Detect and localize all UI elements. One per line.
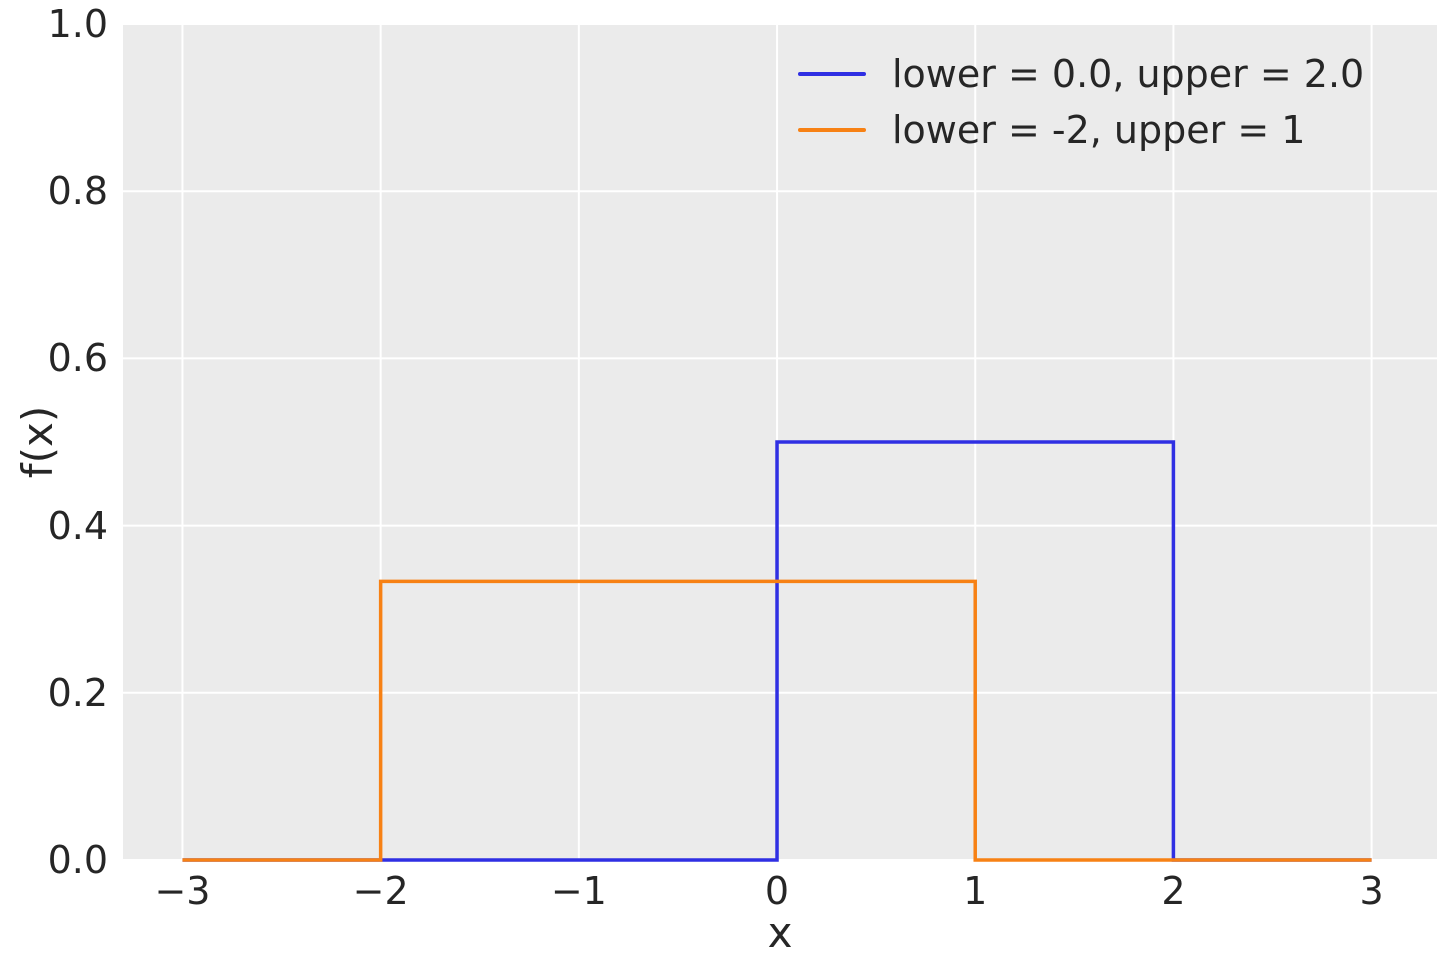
series-lines bbox=[182, 440, 1372, 862]
legend-swatch-0 bbox=[798, 71, 866, 77]
y-tick-label: 0.0 bbox=[47, 838, 108, 882]
x-tick-label: 3 bbox=[1359, 869, 1384, 913]
plot-area bbox=[123, 23, 1437, 862]
chart-canvas bbox=[123, 23, 1437, 862]
x-tick-label: −1 bbox=[550, 869, 607, 913]
x-tick-label: −2 bbox=[352, 869, 409, 913]
y-tick-label: 0.6 bbox=[47, 336, 108, 381]
legend-label-0: lower = 0.0, upper = 2.0 bbox=[892, 52, 1365, 96]
x-tick-label: 1 bbox=[963, 869, 988, 913]
y-tick-label: 0.2 bbox=[47, 670, 108, 715]
series-line-1 bbox=[182, 579, 1372, 862]
y-axis-label: f(x) bbox=[13, 405, 62, 479]
x-axis-label: x bbox=[767, 908, 793, 957]
y-tick-label: 1.0 bbox=[47, 2, 108, 46]
y-tick-label: 0.8 bbox=[47, 169, 108, 214]
y-tick-label: 0.4 bbox=[47, 503, 108, 548]
x-tick-label: 0 bbox=[764, 869, 790, 913]
legend-entry-0: lower = 0.0, upper = 2.0 bbox=[798, 46, 1364, 102]
legend-swatch-1 bbox=[798, 127, 866, 133]
legend-entry-1: lower = -2, upper = 1 bbox=[798, 102, 1364, 158]
x-tick-label: 2 bbox=[1161, 869, 1186, 913]
legend-label-1: lower = -2, upper = 1 bbox=[892, 108, 1306, 152]
legend: lower = 0.0, upper = 2.0 lower = -2, uppe… bbox=[798, 46, 1364, 158]
x-tick-label: −3 bbox=[154, 869, 211, 913]
